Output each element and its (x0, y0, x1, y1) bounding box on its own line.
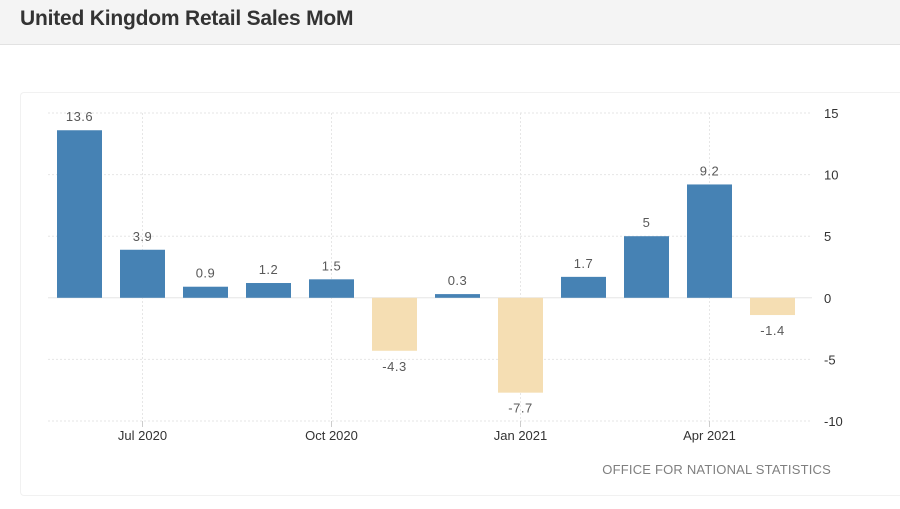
bar (246, 283, 291, 298)
data-label: 1.2 (259, 262, 279, 277)
x-tick-label: Jan 2021 (494, 428, 548, 443)
y-tick-label: 15 (824, 106, 838, 121)
bar (183, 286, 228, 298)
y-tick-label: -5 (824, 352, 836, 367)
page-title: United Kingdom Retail Sales MoM (20, 7, 354, 30)
bar (687, 184, 732, 298)
x-tick-label: Apr 2021 (683, 428, 736, 443)
bar (435, 294, 480, 298)
data-label: 9.2 (700, 163, 720, 178)
bar (372, 297, 417, 351)
bar (561, 276, 606, 298)
bar (309, 279, 354, 298)
bar (120, 249, 165, 298)
data-label: -4.3 (382, 359, 406, 374)
x-tick-label: Oct 2020 (305, 428, 358, 443)
data-label: -1.4 (760, 323, 784, 338)
bar (57, 130, 102, 298)
source-label[interactable]: OFFICE FOR NATIONAL STATISTICS (602, 462, 831, 477)
y-tick-label: -10 (824, 414, 843, 429)
chart-panel (20, 92, 900, 496)
bar (750, 297, 795, 316)
data-label: 0.3 (448, 273, 468, 288)
y-tick-label: 5 (824, 229, 831, 244)
page-header: United Kingdom Retail Sales MoM (0, 0, 900, 45)
data-label: 5 (643, 215, 651, 230)
x-tick-label: Jul 2020 (118, 428, 167, 443)
data-label: 1.5 (322, 258, 342, 273)
bar (498, 297, 543, 393)
y-tick-label: 10 (824, 168, 838, 183)
y-tick-label: 0 (824, 291, 831, 306)
bar (624, 236, 669, 298)
data-label: -7.7 (508, 401, 532, 416)
data-label: 13.6 (66, 109, 93, 124)
data-label: 0.9 (196, 266, 216, 281)
data-label: 1.7 (574, 256, 594, 271)
data-label: 3.9 (133, 229, 153, 244)
